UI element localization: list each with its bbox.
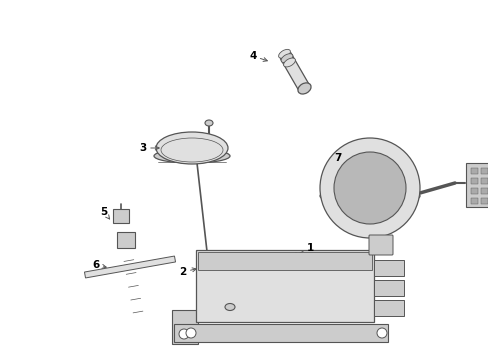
Text: 4: 4 bbox=[249, 51, 256, 61]
Bar bbox=[480, 198, 487, 204]
Ellipse shape bbox=[278, 49, 290, 58]
Bar bbox=[113, 209, 129, 223]
Bar bbox=[470, 168, 477, 174]
Bar bbox=[480, 168, 487, 174]
Ellipse shape bbox=[297, 83, 310, 94]
Bar bbox=[172, 310, 198, 344]
Bar bbox=[174, 324, 387, 342]
Ellipse shape bbox=[204, 120, 213, 126]
Circle shape bbox=[179, 329, 189, 339]
Circle shape bbox=[185, 328, 196, 338]
Text: 5: 5 bbox=[100, 207, 107, 217]
Text: 1: 1 bbox=[306, 243, 313, 253]
Bar bbox=[470, 178, 477, 184]
Bar bbox=[470, 198, 477, 204]
Text: 2: 2 bbox=[179, 267, 186, 277]
Circle shape bbox=[319, 138, 419, 238]
Bar bbox=[480, 188, 487, 194]
Ellipse shape bbox=[283, 58, 295, 67]
Ellipse shape bbox=[224, 303, 235, 310]
Ellipse shape bbox=[156, 132, 227, 164]
Bar bbox=[373, 260, 403, 276]
FancyBboxPatch shape bbox=[368, 235, 392, 255]
Bar bbox=[117, 232, 135, 248]
Bar bbox=[373, 300, 403, 316]
Circle shape bbox=[376, 328, 386, 338]
Bar bbox=[198, 252, 371, 270]
Bar bbox=[196, 250, 373, 322]
Ellipse shape bbox=[154, 149, 229, 163]
Polygon shape bbox=[280, 53, 309, 91]
Bar bbox=[465, 163, 488, 207]
Polygon shape bbox=[84, 256, 175, 278]
Ellipse shape bbox=[281, 54, 292, 63]
Text: 6: 6 bbox=[92, 260, 100, 270]
Bar bbox=[480, 178, 487, 184]
Text: 3: 3 bbox=[139, 143, 146, 153]
Bar bbox=[373, 280, 403, 296]
Circle shape bbox=[333, 152, 405, 224]
Ellipse shape bbox=[319, 187, 419, 205]
Text: 7: 7 bbox=[334, 153, 341, 163]
Bar bbox=[470, 188, 477, 194]
